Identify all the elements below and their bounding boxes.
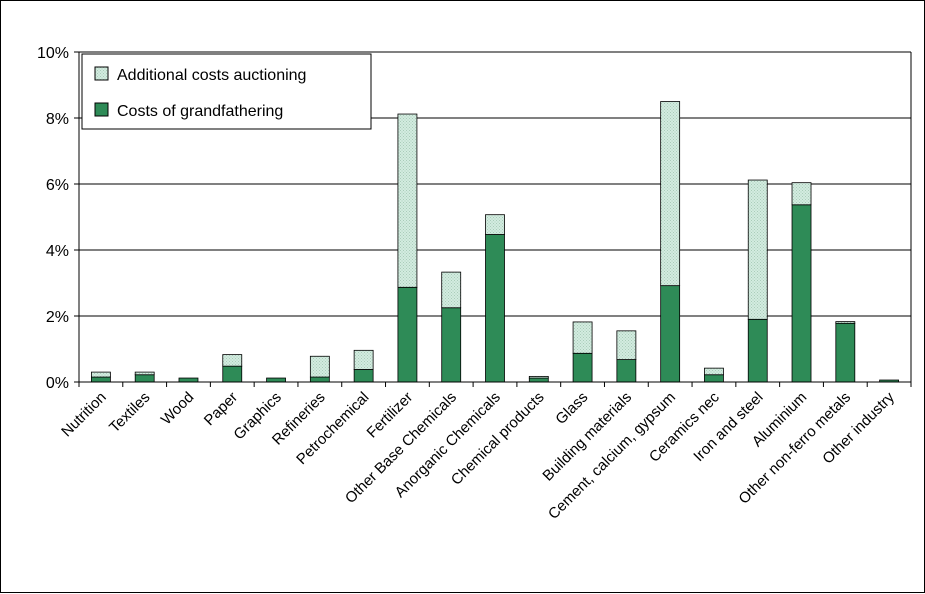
bar-auctioning-13 <box>660 101 681 287</box>
y-tick-label-5: 10% <box>37 45 69 62</box>
y-tick-label-0: 0% <box>46 375 69 392</box>
bar-grandfathering-0 <box>90 376 111 383</box>
bar-grandfathering-7 <box>397 286 418 383</box>
legend-label-auctioning: Additional costs auctioning <box>117 67 306 84</box>
bar-auctioning-7 <box>397 113 418 288</box>
bar-grandfathering-10 <box>528 377 549 383</box>
bar-auctioning-17 <box>835 321 856 324</box>
bar-auctioning-16 <box>791 182 812 206</box>
x-tick-label-2: Wood <box>158 389 198 429</box>
y-tick-labels: 0% 2% 4% 6% 8% 10% <box>37 45 69 392</box>
bar-grandfathering-6 <box>353 369 374 383</box>
bars <box>90 101 900 383</box>
bar-auctioning-1 <box>134 371 155 376</box>
y-tick-label-4: 8% <box>46 111 69 128</box>
y-tick-label-2: 4% <box>46 243 69 260</box>
bar-auctioning-15 <box>747 179 768 320</box>
bar-auctioning-10 <box>528 375 549 379</box>
bar-grandfathering-15 <box>747 318 768 383</box>
x-tick-label-1: Textiles <box>106 389 153 436</box>
x-tick-label-11: Glass <box>552 389 591 428</box>
bar-auctioning-0 <box>90 371 111 378</box>
bar-auctioning-8 <box>441 271 462 309</box>
legend-swatch-auctioning <box>94 66 109 81</box>
gridlines <box>74 51 911 383</box>
bar-grandfathering-9 <box>485 234 505 383</box>
legend: Additional costs auctioning Costs of gra… <box>81 53 372 130</box>
bar-grandfathering-16 <box>791 204 812 383</box>
bar-auctioning-3 <box>222 354 243 367</box>
bar-grandfathering-4 <box>266 377 286 383</box>
bar-auctioning-5 <box>309 355 330 378</box>
bar-grandfathering-12 <box>616 359 637 383</box>
bar-auctioning-14 <box>704 367 724 376</box>
bar-grandfathering-5 <box>309 376 330 383</box>
legend-label-grandfathering: Costs of grandfathering <box>117 103 283 120</box>
bar-grandfathering-8 <box>441 307 462 383</box>
y-tick-label-1: 2% <box>46 309 69 326</box>
bar-auctioning-9 <box>485 214 505 235</box>
bar-grandfathering-14 <box>704 374 724 383</box>
bar-grandfathering-11 <box>572 352 593 383</box>
legend-box <box>81 53 372 130</box>
x-tick-label-0: Nutrition <box>58 389 110 441</box>
bar-grandfathering-2 <box>178 377 199 383</box>
bar-auctioning-6 <box>353 349 374 370</box>
x-tick-label-3: Paper <box>201 389 241 429</box>
axes <box>78 52 912 383</box>
bar-grandfathering-1 <box>134 374 155 383</box>
y-tick-label-3: 6% <box>46 177 69 194</box>
bar-grandfathering-3 <box>222 365 243 383</box>
bar-grandfathering-13 <box>660 285 681 383</box>
bar-auctioning-12 <box>616 330 637 360</box>
bar-auctioning-11 <box>572 321 593 354</box>
legend-swatch-grandfathering <box>94 102 109 117</box>
bar-grandfathering-17 <box>835 322 856 383</box>
